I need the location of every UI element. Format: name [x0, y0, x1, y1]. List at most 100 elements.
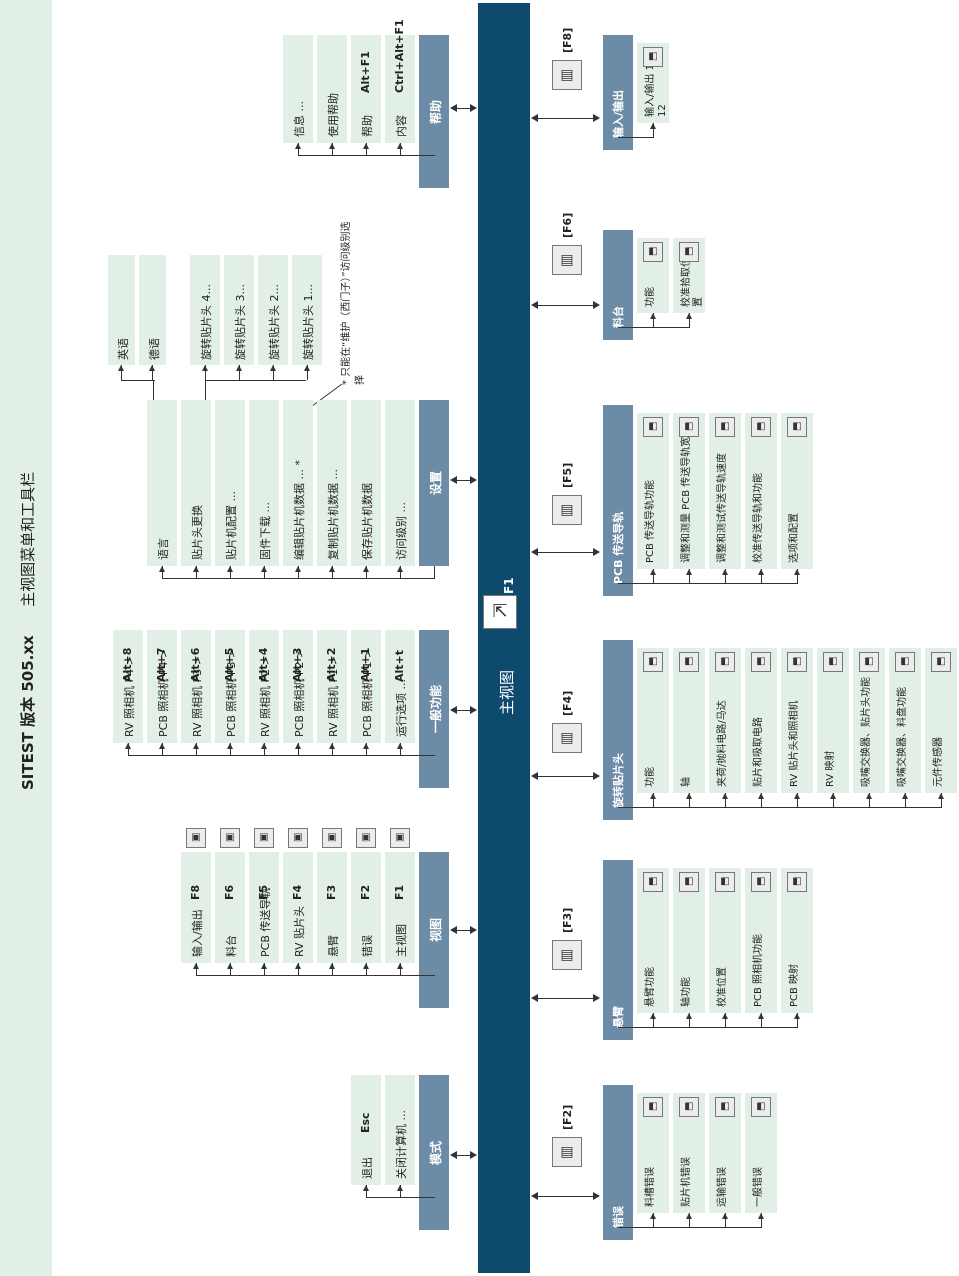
menu-item-help[interactable]: [283, 35, 313, 143]
toolbar-item-f4[interactable]: [781, 648, 813, 793]
gripper-motor-icon[interactable]: ◧: [715, 652, 735, 672]
toolbar-item-f4[interactable]: [673, 648, 705, 793]
menu-item-mode[interactable]: [385, 1075, 415, 1185]
menu-item-settings[interactable]: [249, 400, 279, 566]
pickup-calibrate-icon[interactable]: ◧: [679, 242, 699, 262]
function-icon[interactable]: ◧: [643, 652, 663, 672]
conveyor-function-icon[interactable]: ◧: [643, 417, 663, 437]
menu-item-settings[interactable]: [385, 400, 415, 566]
toolbar-item-f3[interactable]: [781, 868, 813, 1013]
toolbar-item-f3[interactable]: [745, 868, 777, 1013]
menu-item-view[interactable]: [283, 852, 313, 963]
toolbar-header-f2[interactable]: [603, 1085, 633, 1240]
toolbar-button-f6[interactable]: ▤: [552, 245, 582, 275]
pcb-mapping-icon[interactable]: ◧: [787, 872, 807, 892]
menu-item-view[interactable]: [181, 852, 211, 963]
menu-header-view[interactable]: [419, 852, 449, 1008]
head-swap-option[interactable]: [190, 255, 220, 365]
menu-item-general[interactable]: [385, 630, 415, 743]
machine-error-icon[interactable]: ◧: [679, 1097, 699, 1117]
menu-item-general[interactable]: [249, 630, 279, 743]
toolbar-item-f5[interactable]: [781, 413, 813, 569]
feeder-error-icon[interactable]: ◧: [643, 1097, 663, 1117]
head-camera-icon[interactable]: ◧: [787, 652, 807, 672]
toolbar-item-f5[interactable]: [709, 413, 741, 569]
menu-header-help[interactable]: [419, 35, 449, 188]
menu-item-settings[interactable]: [283, 400, 313, 566]
menu-item-help[interactable]: [317, 35, 347, 143]
toolbar-header-f8[interactable]: [603, 35, 633, 150]
table-function-icon[interactable]: ◧: [643, 242, 663, 262]
menu-item-general[interactable]: [351, 630, 381, 743]
toolbar-button-f3[interactable]: ▤: [552, 940, 582, 970]
menu-item-help[interactable]: [351, 35, 381, 143]
toolbar-item-f3[interactable]: [637, 868, 669, 1013]
toolbar-item-f5[interactable]: [637, 413, 669, 569]
menu-item-settings[interactable]: [351, 400, 381, 566]
component-sensor-icon[interactable]: ◧: [931, 652, 951, 672]
placement-head-icon[interactable]: ▣: [288, 828, 308, 848]
conveyor-icon[interactable]: ▣: [254, 828, 274, 848]
conveyor-speed-icon[interactable]: ◧: [715, 417, 735, 437]
error-icon[interactable]: ▣: [356, 828, 376, 848]
toolbar-item-f4[interactable]: [745, 648, 777, 793]
general-error-icon[interactable]: ◧: [751, 1097, 771, 1117]
options-icon[interactable]: ◧: [787, 417, 807, 437]
rv-mapping-icon[interactable]: ◧: [823, 652, 843, 672]
toolbar-item-f5[interactable]: [673, 413, 705, 569]
menu-item-settings[interactable]: [215, 400, 245, 566]
gantry-icon[interactable]: ▣: [322, 828, 342, 848]
toolbar-button-f4[interactable]: ▤: [552, 723, 582, 753]
head-swap-option[interactable]: [258, 255, 288, 365]
conveyor-calibrate-icon[interactable]: ◧: [751, 417, 771, 437]
menu-item-settings[interactable]: [181, 400, 211, 566]
feeder-table-icon[interactable]: ▣: [220, 828, 240, 848]
toolbar-header-f4[interactable]: [603, 640, 633, 820]
menu-item-settings[interactable]: [147, 400, 177, 566]
language-option[interactable]: [108, 255, 135, 365]
menu-item-general[interactable]: [181, 630, 211, 743]
menu-item-general[interactable]: [113, 630, 143, 743]
menu-header-general[interactable]: [419, 630, 449, 788]
menu-item-view[interactable]: [317, 852, 347, 963]
head-swap-option[interactable]: [292, 255, 322, 365]
toolbar-item-f4[interactable]: [817, 648, 849, 793]
nozzle-changer-icon[interactable]: ◧: [859, 652, 879, 672]
pcb-camera-icon[interactable]: ◧: [751, 872, 771, 892]
nozzle-tray-icon[interactable]: ◧: [895, 652, 915, 672]
toolbar-item-f3[interactable]: [709, 868, 741, 1013]
calibration-position-icon[interactable]: ◧: [715, 872, 735, 892]
toolbar-item-f4[interactable]: [889, 648, 921, 793]
toolbar-button-f2[interactable]: ▤: [552, 1137, 582, 1167]
menu-item-mode[interactable]: [351, 1075, 381, 1185]
transport-error-icon[interactable]: ◧: [715, 1097, 735, 1117]
menu-item-view[interactable]: [249, 852, 279, 963]
axis-icon[interactable]: ◧: [679, 652, 699, 672]
menu-item-view[interactable]: [351, 852, 381, 963]
menu-item-general[interactable]: [215, 630, 245, 743]
menu-item-general[interactable]: [317, 630, 347, 743]
main-view-icon[interactable]: ▣: [390, 828, 410, 848]
toolbar-header-f3[interactable]: [603, 860, 633, 1040]
toolbar-button-f5[interactable]: ▤: [552, 495, 582, 525]
toolbar-header-f6[interactable]: [603, 230, 633, 340]
io-channel-icon[interactable]: ◧: [643, 47, 663, 67]
toolbar-item-f4[interactable]: [853, 648, 885, 793]
conveyor-width-icon[interactable]: ◧: [679, 417, 699, 437]
axis-function-icon[interactable]: ◧: [679, 872, 699, 892]
main-view-tool-icon[interactable]: ⇱: [483, 595, 517, 629]
menu-item-view[interactable]: [385, 852, 415, 963]
menu-item-view[interactable]: [215, 852, 245, 963]
toolbar-header-f5[interactable]: [603, 405, 633, 596]
toolbar-item-f5[interactable]: [745, 413, 777, 569]
menu-item-help[interactable]: [385, 35, 415, 143]
toolbar-item-f4[interactable]: [709, 648, 741, 793]
head-swap-option[interactable]: [224, 255, 254, 365]
toolbar-button-f8[interactable]: ▤: [552, 60, 582, 90]
language-option[interactable]: [139, 255, 166, 365]
menu-item-general[interactable]: [283, 630, 313, 743]
menu-item-general[interactable]: [147, 630, 177, 743]
menu-header-settings[interactable]: [419, 400, 449, 566]
toolbar-item-f4[interactable]: [925, 648, 957, 793]
toolbar-item-f3[interactable]: [673, 868, 705, 1013]
